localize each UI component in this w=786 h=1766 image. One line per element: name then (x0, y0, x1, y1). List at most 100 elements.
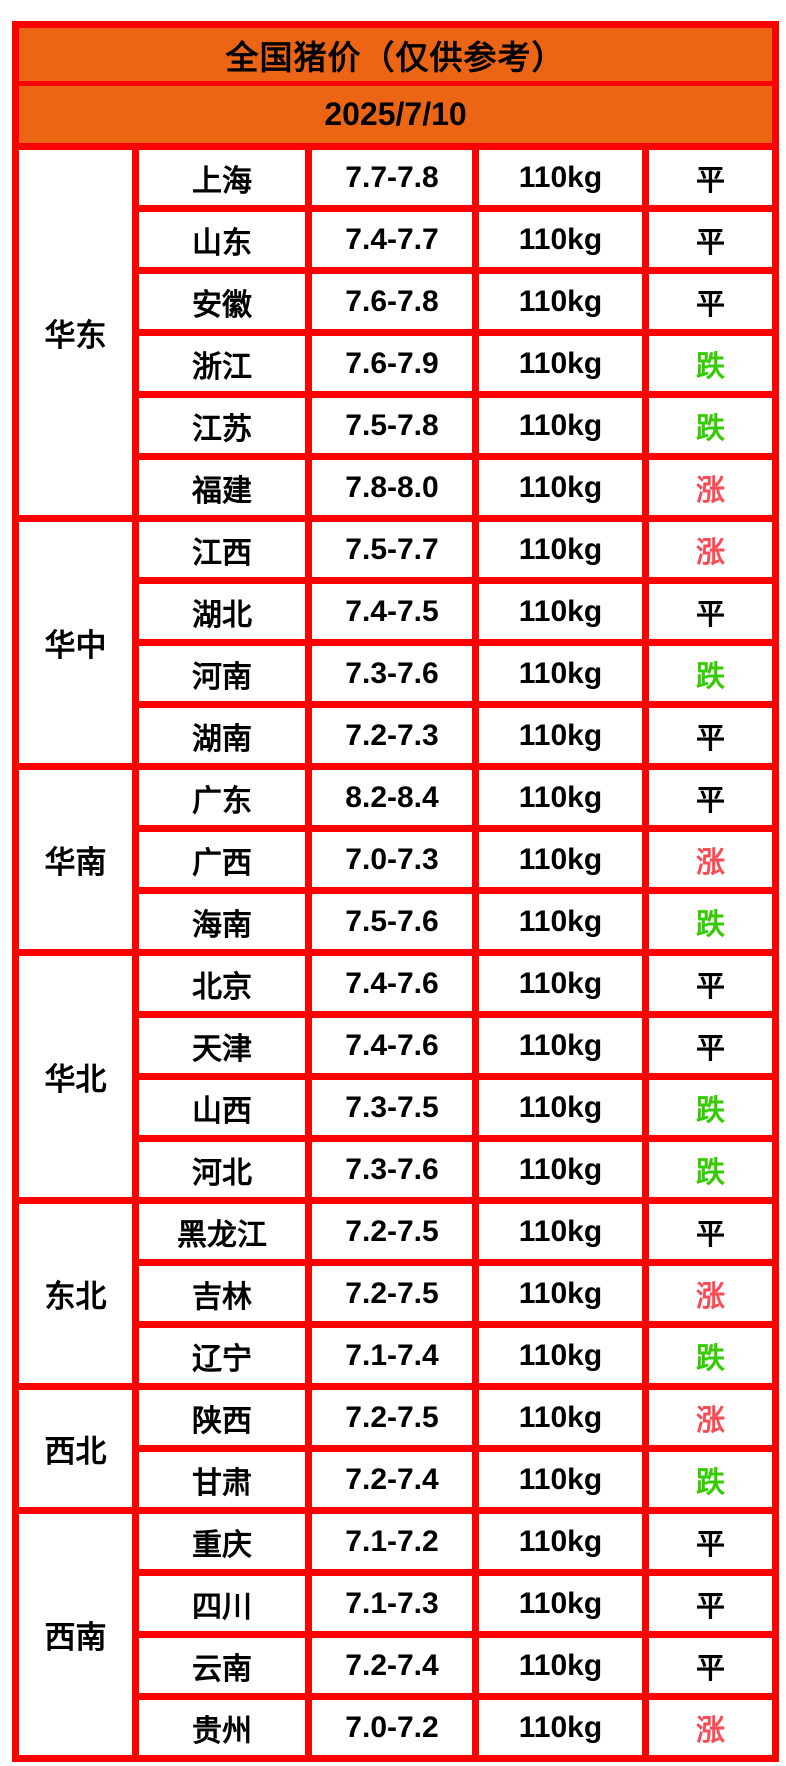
price-cell: 7.2-7.5 (305, 1383, 479, 1452)
province-cell: 浙江 (132, 329, 312, 398)
weight-cell: 110kg (472, 1011, 649, 1080)
region-cell: 华中 (12, 515, 139, 770)
price-cell: 7.7-7.8 (305, 143, 479, 212)
title-row: 全国猪价（仅供参考） (11, 21, 780, 86)
weight-cell: 110kg (472, 825, 649, 894)
table-row: 河南 7.3-7.6 110kg 跌 (16, 639, 780, 708)
trend-cell: 平 (641, 1011, 780, 1080)
price-cell: 7.1-7.3 (305, 1569, 479, 1638)
province-cell: 辽宁 (132, 1321, 312, 1390)
province-cell: 江西 (132, 515, 312, 584)
price-cell: 7.3-7.6 (305, 639, 479, 708)
trend-cell: 跌 (641, 329, 780, 398)
table-row: 华东 上海 7.7-7.8 110kg 平 (12, 143, 780, 522)
province-cell: 甘肃 (132, 1445, 312, 1514)
trend-cell: 涨 (641, 825, 780, 894)
price-cell: 7.1-7.4 (305, 1321, 479, 1390)
weight-cell: 110kg (472, 391, 649, 460)
trend-cell: 涨 (641, 1383, 780, 1452)
price-cell: 7.2-7.5 (305, 1197, 479, 1266)
table-row: 西北 陕西 7.2-7.5 110kg 涨 (12, 1383, 780, 1514)
trend-cell: 涨 (641, 453, 780, 522)
weight-cell: 110kg (472, 763, 649, 832)
province-cell: 福建 (132, 453, 312, 522)
province-cell: 湖南 (132, 701, 312, 770)
province-cell: 上海 (132, 143, 312, 212)
table-row: 福建 7.8-8.0 110kg 涨 (16, 453, 780, 522)
table-row: 甘肃 7.2-7.4 110kg 跌 (16, 1445, 780, 1514)
weight-cell: 110kg (472, 143, 649, 212)
weight-cell: 110kg (472, 329, 649, 398)
price-cell: 7.8-8.0 (305, 453, 479, 522)
weight-cell: 110kg (472, 205, 649, 274)
region-cell: 华东 (12, 143, 139, 522)
province-cell: 河南 (132, 639, 312, 708)
trend-cell: 跌 (641, 1321, 780, 1390)
trend-cell: 平 (641, 143, 780, 212)
trend-cell: 跌 (641, 391, 780, 460)
weight-cell: 110kg (472, 453, 649, 522)
table-row: 云南 7.2-7.4 110kg 平 (16, 1631, 780, 1700)
weight-cell: 110kg (472, 1631, 649, 1700)
weight-cell: 110kg (472, 1383, 649, 1452)
weight-cell: 110kg (472, 515, 649, 584)
weight-cell: 110kg (472, 887, 649, 956)
province-cell: 贵州 (132, 1693, 312, 1762)
weight-cell: 110kg (472, 1259, 649, 1328)
table-row: 浙江 7.6-7.9 110kg 跌 (16, 329, 780, 398)
weight-cell: 110kg (472, 1321, 649, 1390)
province-cell: 四川 (132, 1569, 312, 1638)
region-cell: 华北 (12, 949, 139, 1204)
weight-cell: 110kg (472, 267, 649, 336)
weight-cell: 110kg (472, 1693, 649, 1762)
price-cell: 7.6-7.9 (305, 329, 479, 398)
province-cell: 云南 (132, 1631, 312, 1700)
trend-cell: 跌 (641, 1445, 780, 1514)
price-cell: 8.2-8.4 (305, 763, 479, 832)
region-cell: 西南 (12, 1507, 139, 1762)
page-title: 全国猪价（仅供参考） (11, 21, 780, 86)
table-row: 华南 广东 8.2-8.4 110kg 平 (12, 763, 780, 956)
table-row: 辽宁 7.1-7.4 110kg 跌 (16, 1321, 780, 1390)
weight-cell: 110kg (472, 1073, 649, 1142)
trend-cell: 平 (641, 577, 780, 646)
price-cell: 7.5-7.7 (305, 515, 479, 584)
weight-cell: 110kg (472, 577, 649, 646)
trend-cell: 平 (641, 701, 780, 770)
table-row: 东北 黑龙江 7.2-7.5 110kg 平 (12, 1197, 780, 1390)
price-cell: 7.3-7.5 (305, 1073, 479, 1142)
trend-cell: 跌 (641, 639, 780, 708)
weight-cell: 110kg (472, 1135, 649, 1204)
weight-cell: 110kg (472, 701, 649, 770)
trend-cell: 平 (641, 1631, 780, 1700)
province-cell: 山西 (132, 1073, 312, 1142)
table-row: 江苏 7.5-7.8 110kg 跌 (16, 391, 780, 460)
province-cell: 山东 (132, 205, 312, 274)
trend-cell: 平 (641, 949, 780, 1018)
price-cell: 7.5-7.8 (305, 391, 479, 460)
table-row: 湖北 7.4-7.5 110kg 平 (16, 577, 780, 646)
province-cell: 天津 (132, 1011, 312, 1080)
price-cell: 7.4-7.5 (305, 577, 479, 646)
price-cell: 7.2-7.3 (305, 701, 479, 770)
province-cell: 陕西 (132, 1383, 312, 1452)
trend-cell: 平 (641, 267, 780, 336)
price-cell: 7.1-7.2 (305, 1507, 479, 1576)
province-cell: 广东 (132, 763, 312, 832)
province-cell: 安徽 (132, 267, 312, 336)
trend-cell: 平 (641, 763, 780, 832)
province-cell: 广西 (132, 825, 312, 894)
table-row: 华中 江西 7.5-7.7 110kg 涨 (12, 515, 780, 770)
price-cell: 7.0-7.2 (305, 1693, 479, 1762)
table-row: 湖南 7.2-7.3 110kg 平 (16, 701, 780, 770)
price-cell: 7.2-7.4 (305, 1631, 479, 1700)
weight-cell: 110kg (472, 949, 649, 1018)
region-cell: 东北 (12, 1197, 139, 1390)
province-cell: 吉林 (132, 1259, 312, 1328)
trend-cell: 涨 (641, 1259, 780, 1328)
price-cell: 7.6-7.8 (305, 267, 479, 336)
trend-cell: 平 (641, 1197, 780, 1266)
province-cell: 河北 (132, 1135, 312, 1204)
date-row: 2025/7/10 (11, 81, 780, 150)
